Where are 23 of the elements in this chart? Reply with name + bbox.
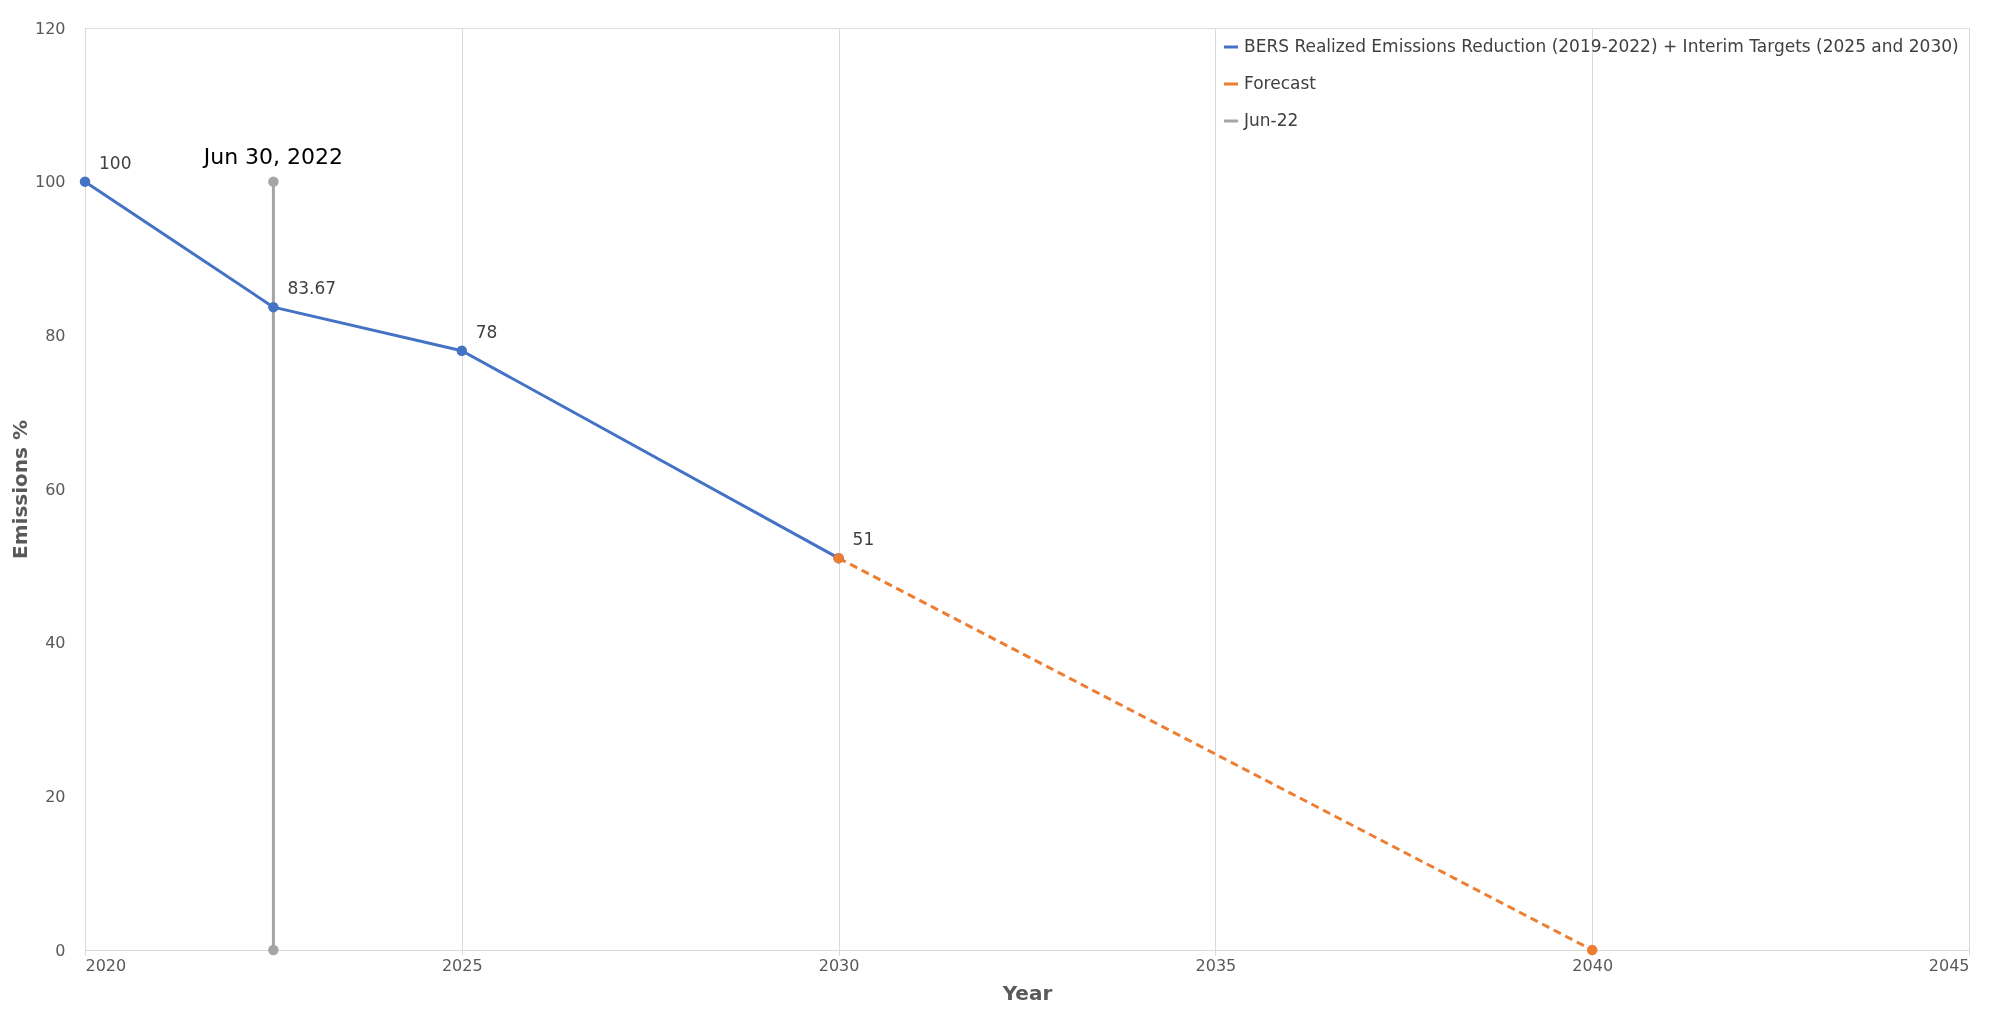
x-tick-label: 2045 [1928, 955, 1970, 975]
data-label: 51 [852, 529, 875, 550]
legend-label: BERS Realized Emissions Reduction (2019-2022) + Interim Targets (2025 and 2030) [1244, 36, 1959, 56]
y-tick-label: 20 [45, 786, 66, 806]
y-tick-label: 60 [45, 479, 66, 499]
y-axis-title: Emissions % [7, 420, 32, 559]
data-label: 100 [99, 152, 132, 173]
data-label: 78 [475, 321, 498, 342]
y-tick-label: 80 [45, 325, 66, 345]
x-tick-label: 2030 [818, 955, 860, 975]
x-tick-label: 2035 [1195, 955, 1237, 975]
data-label: 83.67 [287, 278, 337, 299]
y-tick-label: 0 [55, 940, 66, 960]
x-axis-title: Year [1001, 980, 1053, 1005]
x-tick-label: 2025 [441, 955, 483, 975]
y-tick-label: 100 [34, 172, 66, 192]
legend-label: Forecast [1244, 73, 1317, 93]
annotation: Jun 30, 2022 [201, 143, 344, 169]
x-tick-label: 2040 [1572, 955, 1614, 975]
y-tick-label: 120 [34, 18, 66, 38]
x-tick-label: 2020 [85, 955, 127, 975]
legend-label: Jun-22 [1243, 110, 1299, 130]
y-tick-label: 40 [45, 633, 66, 653]
